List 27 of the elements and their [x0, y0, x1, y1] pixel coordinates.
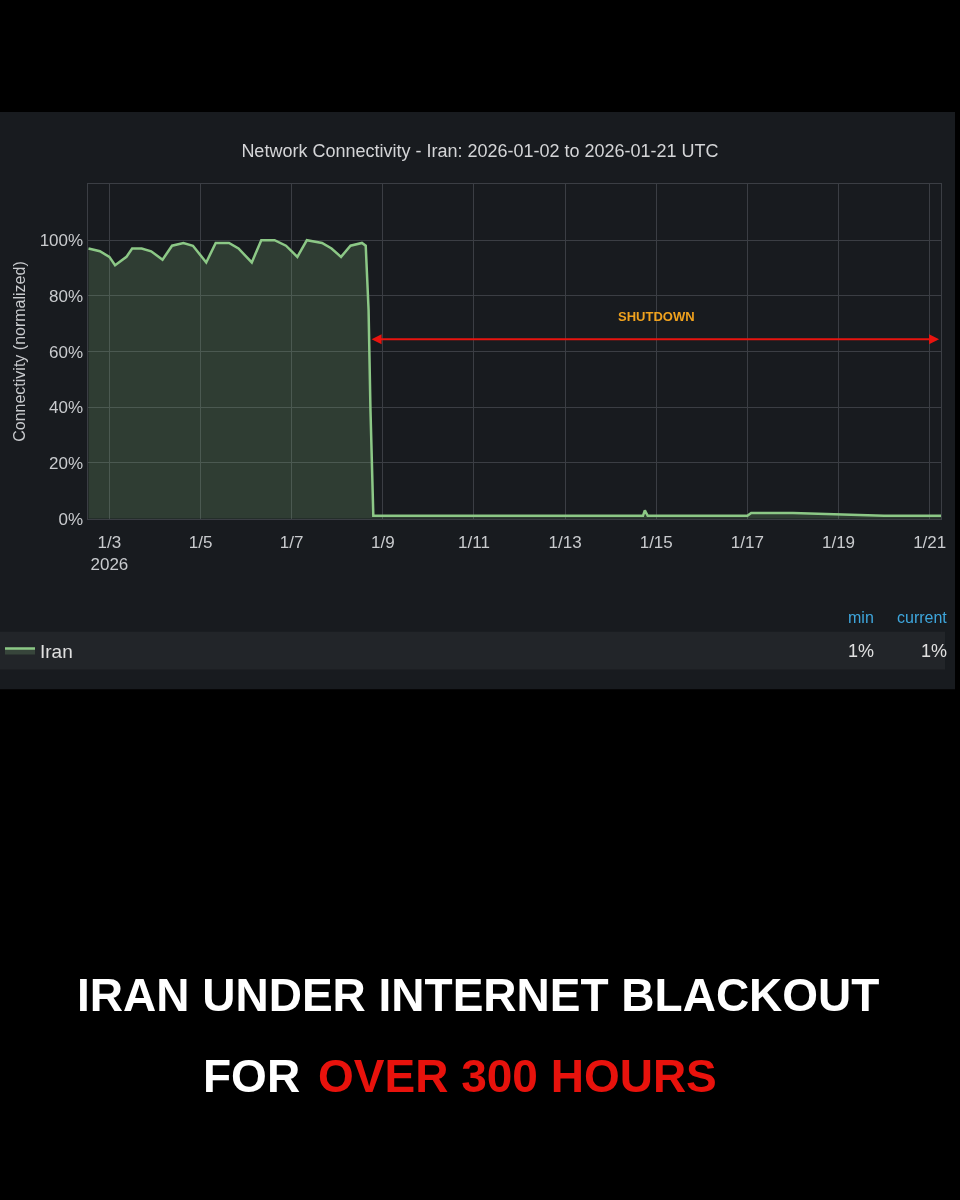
y-tick-label: 100% [39, 231, 84, 251]
x-tick-label: 1/21 [913, 533, 947, 553]
text: 1% [848, 641, 875, 661]
x-tick-label: 1/7 [279, 533, 304, 553]
text: 1% [921, 641, 948, 661]
x-tick-label: 1/17 [730, 533, 764, 553]
y-tick-label: 80% [49, 286, 84, 306]
text: OVER 300 HOURS [318, 1050, 717, 1102]
y-tick-label: 0% [58, 509, 84, 529]
text: FOR [203, 1050, 301, 1102]
y-tick-label: 40% [49, 398, 84, 418]
x-tick-label: 1/11 [458, 533, 490, 553]
annotation: SHUTDOWN [618, 309, 695, 324]
x-tick-label: 1/9 [370, 533, 395, 553]
x-tick-label: 1/3 2026 [90, 533, 129, 575]
x-tick-label: 1/19 [821, 533, 856, 553]
text: min [848, 609, 874, 626]
text: current [897, 609, 948, 626]
legend-label: Iran [40, 640, 73, 662]
x-tick-label: 1/15 [639, 533, 673, 553]
x-tick-label: 1/13 [548, 533, 582, 553]
text: IRAN UNDER INTERNET BLACKOUT [77, 969, 880, 1021]
y-tick-label: 20% [49, 453, 84, 473]
y-axis-title: Connectivity (normalized) [10, 261, 28, 442]
x-tick-label: 1/5 [188, 533, 213, 553]
y-tick-label: 60% [49, 342, 84, 362]
chart-title: Network Connectivity - Iran: 2026-01-02 to 2026-01-21 UTC [241, 141, 719, 162]
